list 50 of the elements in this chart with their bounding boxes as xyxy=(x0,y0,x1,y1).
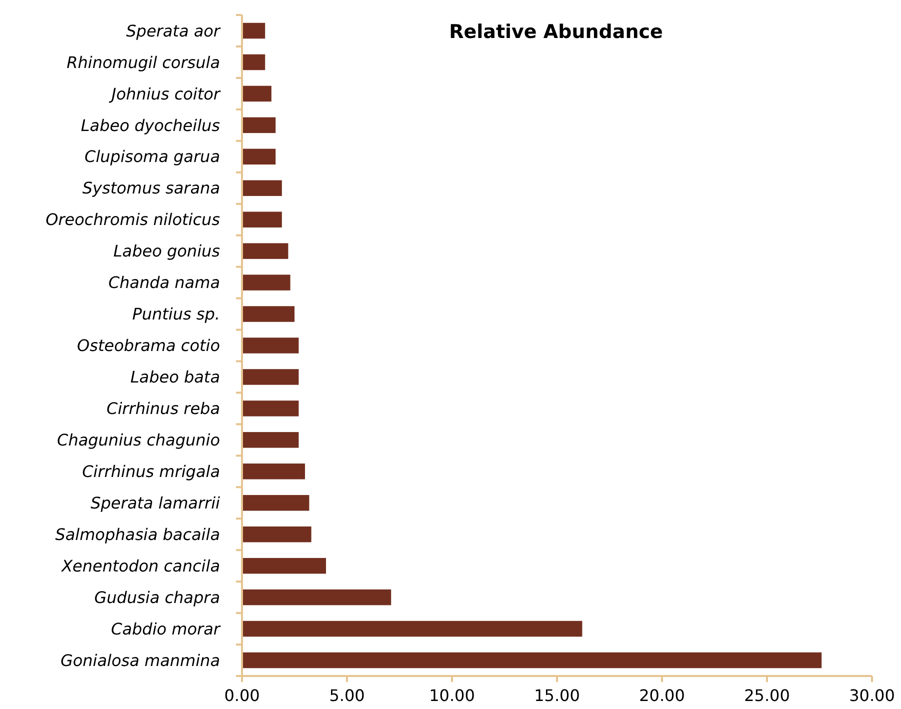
y-tick-label: Oreochromis niloticus xyxy=(46,210,220,230)
y-tick-label: Puntius sp. xyxy=(132,304,220,324)
bar xyxy=(242,338,299,354)
y-tick-label: Chanda nama xyxy=(108,273,220,292)
bar xyxy=(242,526,312,542)
chart-title: Relative Abundance xyxy=(449,21,663,43)
bar xyxy=(242,464,305,480)
y-tick-label: Gudusia chapra xyxy=(94,588,220,607)
bar xyxy=(242,558,326,574)
x-tick-label: 10.00 xyxy=(429,686,475,705)
x-tick-label: 20.00 xyxy=(639,686,685,705)
bar xyxy=(242,432,299,448)
y-tick-label: Cirrhinus mrigala xyxy=(82,462,220,482)
bar xyxy=(242,148,276,165)
x-tick-label: 30.00 xyxy=(849,686,895,705)
x-tick-label: 0.00 xyxy=(224,686,260,705)
bar xyxy=(242,495,310,511)
y-tick-label: Labeo dyocheilus xyxy=(80,116,220,135)
y-tick-label: Sperata aor xyxy=(126,21,222,40)
bar xyxy=(242,243,288,259)
y-tick-label: Sperata lamarrii xyxy=(90,493,221,512)
y-tick-label: Gonialosa manmina xyxy=(60,650,220,670)
y-tick-label: Labeo bata xyxy=(130,368,220,387)
x-tick-label: 5.00 xyxy=(329,686,365,705)
bar xyxy=(242,274,290,290)
bar xyxy=(242,86,272,102)
y-tick-label: Xenentodon cancila xyxy=(60,556,220,576)
y-tick-label: Chagunius chagunio xyxy=(57,430,220,450)
y-tick-label: Systomus sarana xyxy=(82,178,220,198)
y-tick-label: Labeo gonius xyxy=(113,242,220,261)
y-tick-label: Rhinomugil corsula xyxy=(66,52,220,72)
x-tick-label: 25.00 xyxy=(744,686,790,705)
bar xyxy=(242,400,299,416)
y-tick-label: Johnius coitor xyxy=(108,84,222,104)
y-tick-label: Cabdio morar xyxy=(111,619,222,638)
bar xyxy=(242,180,282,196)
bar xyxy=(242,369,299,385)
bar xyxy=(242,22,266,39)
y-tick-label: Cirrhinus reba xyxy=(106,399,220,418)
y-tick-label: Clupisoma garua xyxy=(84,147,220,166)
bar xyxy=(242,117,276,134)
bar xyxy=(242,652,822,668)
x-tick-label: 15.00 xyxy=(534,686,580,705)
y-tick-label: Osteobrama cotio xyxy=(77,336,220,356)
bar xyxy=(242,54,266,70)
bar xyxy=(242,620,582,637)
bar xyxy=(242,589,392,606)
bar xyxy=(242,212,282,228)
bar xyxy=(242,306,294,322)
y-tick-label: Salmophasia bacaila xyxy=(55,524,220,544)
